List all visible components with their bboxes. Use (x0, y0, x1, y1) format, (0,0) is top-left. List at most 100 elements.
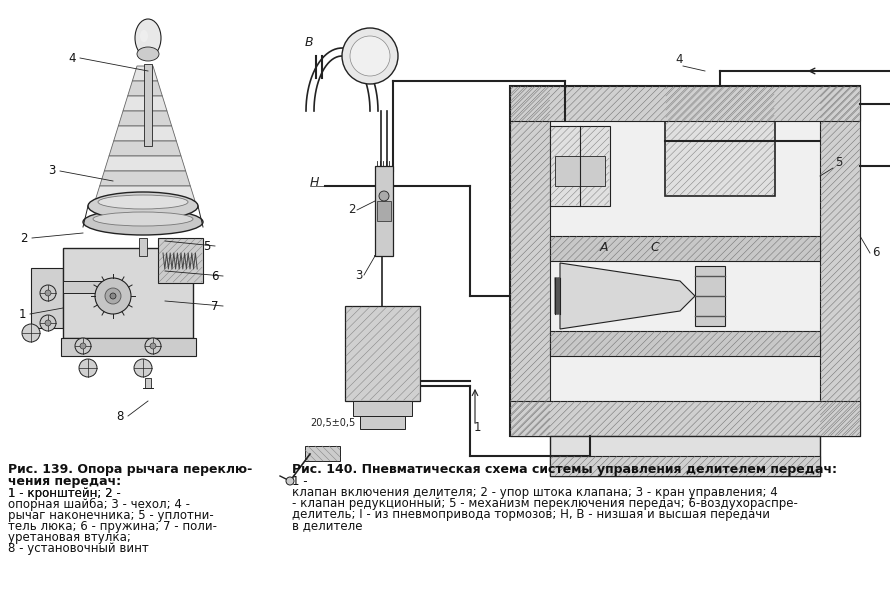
Text: 2: 2 (20, 231, 28, 245)
Bar (510, 86, 860, 436)
Bar (345, 306, 420, 401)
Polygon shape (560, 263, 695, 329)
Bar (550, 331, 820, 356)
Bar (510, 86, 550, 436)
Bar (159, 239, 202, 282)
Bar (666, 87, 774, 195)
Text: тель люка; 6 - пружина; 7 - поли-: тель люка; 6 - пружина; 7 - поли- (8, 520, 217, 533)
Text: C: C (650, 241, 659, 254)
Bar (63, 248, 193, 338)
Text: 3: 3 (48, 165, 56, 177)
Text: 8: 8 (117, 409, 124, 423)
Text: в делителе: в делителе (292, 519, 362, 532)
Polygon shape (104, 156, 186, 171)
Text: 8 - установочный винт: 8 - установочный винт (8, 542, 149, 555)
Ellipse shape (83, 209, 203, 235)
Bar (551, 457, 820, 475)
Circle shape (45, 320, 51, 326)
Bar (360, 416, 405, 429)
Bar (511, 87, 549, 436)
Text: 5: 5 (203, 240, 211, 252)
Bar (346, 307, 419, 400)
Bar (377, 201, 391, 221)
Circle shape (150, 343, 156, 349)
Text: 6: 6 (872, 246, 879, 259)
Text: A: A (600, 241, 609, 254)
Ellipse shape (93, 212, 193, 226)
Circle shape (40, 285, 56, 301)
Bar (551, 127, 609, 205)
Bar (510, 86, 860, 121)
Bar (695, 266, 725, 326)
Text: рычаг наконечника; 5 - уплотни-: рычаг наконечника; 5 - уплотни- (8, 509, 214, 522)
Polygon shape (109, 141, 181, 156)
Text: 1: 1 (19, 308, 26, 320)
Bar (820, 86, 860, 436)
Bar (63, 281, 123, 293)
Text: Рис. 139. Опора рычага переклю-: Рис. 139. Опора рычага переклю- (8, 463, 252, 476)
Polygon shape (133, 66, 158, 81)
Text: Н: Н (310, 176, 320, 189)
Text: уретановая втулка;: уретановая втулка; (8, 531, 131, 544)
Polygon shape (95, 186, 195, 201)
Bar (31, 268, 63, 328)
Bar (353, 401, 412, 416)
Circle shape (22, 324, 40, 342)
Bar (510, 401, 860, 436)
Text: 3: 3 (355, 269, 362, 282)
Bar (375, 166, 393, 256)
Ellipse shape (137, 47, 159, 61)
Bar (511, 401, 860, 436)
Circle shape (79, 359, 97, 377)
Circle shape (40, 315, 56, 331)
Text: Рис. 140. Пневматическая схема системы управления делителем передач:: Рис. 140. Пневматическая схема системы у… (292, 463, 837, 476)
Bar (511, 87, 860, 120)
Circle shape (134, 359, 152, 377)
Text: делитель; I - из пневмопривода тормозов; Н, В - низшая и высшая передачи: делитель; I - из пневмопривода тормозов;… (292, 508, 770, 521)
Ellipse shape (140, 30, 148, 42)
Text: 4: 4 (675, 53, 683, 66)
Bar (144, 64, 152, 146)
Text: опорная шайба; 3 - чехол; 4 -: опорная шайба; 3 - чехол; 4 - (8, 498, 190, 511)
Polygon shape (123, 96, 167, 111)
Circle shape (105, 288, 121, 304)
Bar (139, 238, 147, 256)
Bar (821, 87, 860, 436)
Text: 1: 1 (474, 421, 481, 434)
Text: - клапан редукционный; 5 - механизм переключения передач; 6-воздухораспре-: - клапан редукционный; 5 - механизм пере… (292, 497, 797, 510)
Circle shape (75, 338, 91, 354)
Polygon shape (118, 111, 172, 126)
Bar (550, 126, 610, 206)
Text: 1 -: 1 - (292, 475, 308, 488)
Bar (551, 332, 820, 356)
Circle shape (80, 343, 86, 349)
Text: 5: 5 (835, 156, 842, 169)
Circle shape (95, 278, 131, 314)
Text: В: В (305, 36, 313, 49)
Text: 7: 7 (211, 299, 219, 313)
Circle shape (110, 293, 116, 299)
Text: 2: 2 (348, 203, 355, 216)
Bar (305, 446, 340, 461)
Ellipse shape (98, 195, 188, 209)
Bar (61, 338, 196, 356)
Circle shape (350, 36, 390, 76)
Bar (158, 238, 203, 283)
Text: клапан включения делителя; 2 - упор штока клапана; 3 - кран управления; 4: клапан включения делителя; 2 - упор шток… (292, 486, 778, 499)
Bar (145, 378, 151, 388)
Circle shape (145, 338, 161, 354)
Ellipse shape (135, 19, 161, 57)
Text: 20,5±0,5: 20,5±0,5 (310, 418, 355, 428)
Text: чения передач:: чения передач: (8, 475, 121, 488)
Circle shape (286, 477, 294, 485)
Text: 6: 6 (211, 269, 219, 282)
Text: 1 - кронштейн; 2 -: 1 - кронштейн; 2 - (8, 487, 121, 500)
Polygon shape (127, 81, 162, 96)
Text: 1 - кронштейн; 2 -: 1 - кронштейн; 2 - (8, 487, 121, 500)
Bar (550, 456, 820, 476)
Bar (665, 86, 775, 196)
Bar (551, 237, 820, 260)
Text: 4: 4 (69, 52, 76, 64)
Circle shape (379, 191, 389, 201)
Polygon shape (114, 126, 176, 141)
